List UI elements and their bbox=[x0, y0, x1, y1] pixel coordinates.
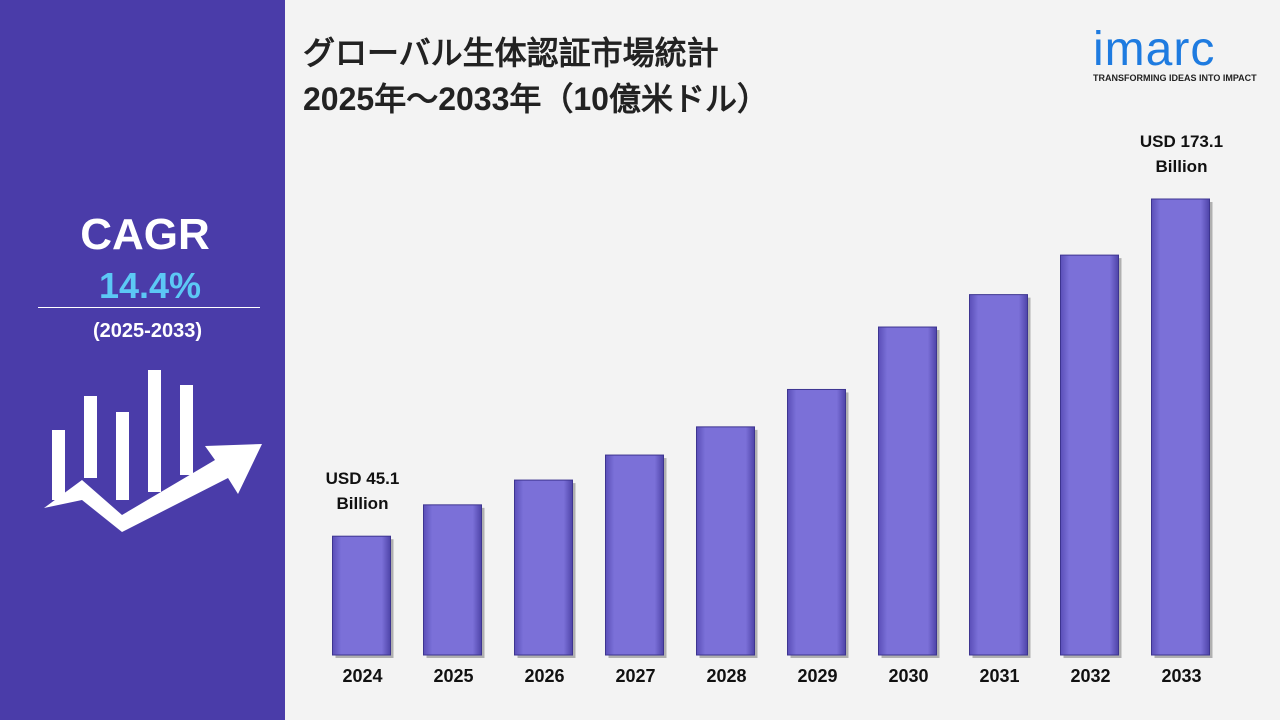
x-tick-label: 2029 bbox=[797, 666, 837, 686]
x-tick-label: 2024 bbox=[342, 666, 382, 686]
x-tick-label: 2032 bbox=[1070, 666, 1110, 686]
bar bbox=[514, 479, 573, 656]
chart-title: グローバル生体認証市場統計 bbox=[303, 35, 719, 71]
bar bbox=[605, 454, 664, 656]
value-label: USD 173.1 Billion bbox=[1139, 132, 1224, 176]
logo: imarc bbox=[1093, 23, 1216, 76]
bar-shadow bbox=[426, 507, 485, 658]
bar bbox=[332, 535, 391, 656]
x-tick-label: 2031 bbox=[979, 666, 1019, 686]
divider bbox=[38, 307, 260, 308]
x-tick-label: 2033 bbox=[1161, 666, 1201, 686]
bar-shadow bbox=[699, 429, 758, 658]
bar-shadow bbox=[517, 483, 576, 658]
bar bbox=[787, 388, 846, 656]
x-tick-label: 2028 bbox=[706, 666, 746, 686]
bar bbox=[696, 426, 755, 656]
growth-icon bbox=[44, 370, 262, 532]
x-tick-label: 2026 bbox=[524, 666, 564, 686]
x-tick-label: 2025 bbox=[433, 666, 473, 686]
bar bbox=[969, 294, 1028, 656]
bar bbox=[423, 504, 482, 656]
bar-shadow bbox=[1154, 202, 1213, 658]
cagr-value: 14.4% bbox=[98, 265, 202, 306]
bar-shadow bbox=[972, 297, 1031, 658]
bar-shadow bbox=[790, 392, 849, 658]
cagr-period: (2025-2033) bbox=[93, 320, 202, 342]
bar-shadow bbox=[1063, 258, 1122, 658]
bar bbox=[1060, 254, 1119, 656]
bar-shadow bbox=[335, 539, 394, 658]
bar bbox=[1151, 198, 1210, 656]
bar bbox=[878, 326, 937, 656]
logo-tagline: TRANSFORMING IDEAS INTO IMPACT bbox=[1093, 73, 1257, 83]
sidebar: CAGR 14.4% (2025-2033) bbox=[0, 0, 285, 720]
x-tick-label: 2030 bbox=[888, 666, 928, 686]
bar-shadow bbox=[881, 330, 940, 658]
cagr-label: CAGR bbox=[80, 210, 210, 259]
x-tick-label: 2027 bbox=[615, 666, 655, 686]
chart-subtitle: 2025年～2033年（10億米ドル） bbox=[303, 81, 769, 117]
value-label: USD 45.1 Billion bbox=[325, 469, 400, 514]
bar-shadow bbox=[608, 458, 667, 658]
